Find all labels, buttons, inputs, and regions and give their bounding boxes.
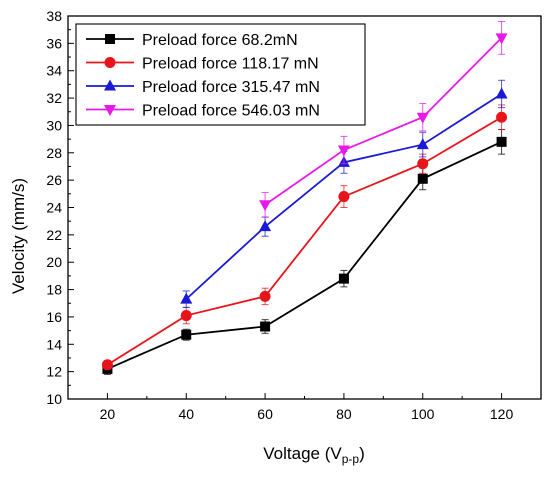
legend-item: Preload force 546.03 mN: [86, 103, 320, 120]
data-point: [259, 220, 272, 232]
y-tick-label: 22: [46, 227, 62, 243]
series-line: [107, 141, 502, 370]
y-tick-label: 20: [46, 254, 62, 270]
x-axis-title: Voltage (Vp-p): [263, 444, 364, 466]
data-point: [495, 33, 508, 45]
data-point: [417, 173, 428, 184]
legend-item: Preload force 315.47 mN: [86, 79, 320, 96]
legend-label: Preload force 315.47 mN: [142, 79, 320, 96]
data-point: [259, 290, 271, 302]
legend-marker: [104, 79, 116, 91]
data-point: [101, 359, 113, 371]
series-4: [259, 20, 508, 218]
y-tick-label: 36: [46, 35, 62, 51]
data-point: [338, 273, 349, 284]
y-tick-label: 10: [46, 391, 62, 407]
y-tick-label: 24: [46, 200, 62, 216]
y-tick-label: 38: [46, 8, 62, 24]
x-tick-label: 100: [411, 406, 435, 422]
x-tick-label: 20: [100, 406, 116, 422]
y-tick-label: 32: [46, 90, 62, 106]
x-tick-label: 80: [336, 406, 352, 422]
legend-label: Preload force 68.2mN: [142, 32, 298, 49]
y-tick-label: 18: [46, 282, 62, 298]
data-point: [259, 200, 272, 212]
legend-label: Preload force 118.17 mN: [142, 56, 319, 73]
legend-marker: [105, 34, 115, 44]
data-point: [416, 138, 429, 150]
series-2: [101, 104, 508, 371]
data-point: [496, 136, 507, 147]
legend-label: Preload force 546.03 mN: [142, 103, 320, 120]
y-tick-label: 12: [46, 364, 62, 380]
axis-ticks: 20 40 60 80 100 120 10 12 14 16 18 20 22 24 26 28 30 32 34…: [46, 8, 542, 422]
data-point: [337, 145, 350, 157]
legend-box: [75, 23, 366, 126]
data-point: [416, 112, 429, 124]
data-point: [180, 310, 192, 322]
y-tick-label: 14: [46, 336, 62, 352]
data-point: [260, 321, 271, 332]
y-axis-title: Velocity (mm/s): [9, 178, 28, 294]
legend-item: Preload force 68.2mN: [86, 32, 298, 49]
x-axis-title-close: ): [359, 444, 365, 463]
y-tick-label: 26: [46, 172, 62, 188]
legend-item: Preload force 118.17 mN: [86, 56, 319, 73]
series-layer: [101, 20, 508, 375]
data-point: [181, 329, 192, 340]
x-axis-title-main: Voltage (V: [263, 444, 342, 463]
data-point: [496, 111, 508, 123]
x-tick-label: 40: [178, 406, 194, 422]
data-point: [338, 191, 350, 203]
series-line: [106, 116, 503, 366]
y-tick-label: 30: [46, 117, 62, 133]
series-line: [264, 37, 503, 206]
y-tick-label: 28: [46, 145, 62, 161]
legend: Preload force 68.2mN Preload force 118.17…: [75, 23, 366, 126]
data-point: [495, 87, 508, 99]
y-tick-label: 34: [46, 63, 62, 79]
x-axis-title-subscript: p-p: [342, 452, 360, 466]
legend-marker: [104, 105, 116, 116]
data-point: [180, 292, 193, 304]
x-tick-label: 120: [490, 406, 514, 422]
data-point: [417, 158, 429, 170]
y-tick-label: 16: [46, 309, 62, 325]
x-tick-label: 60: [257, 406, 273, 422]
legend-marker: [104, 57, 116, 68]
series-1: [102, 129, 507, 375]
